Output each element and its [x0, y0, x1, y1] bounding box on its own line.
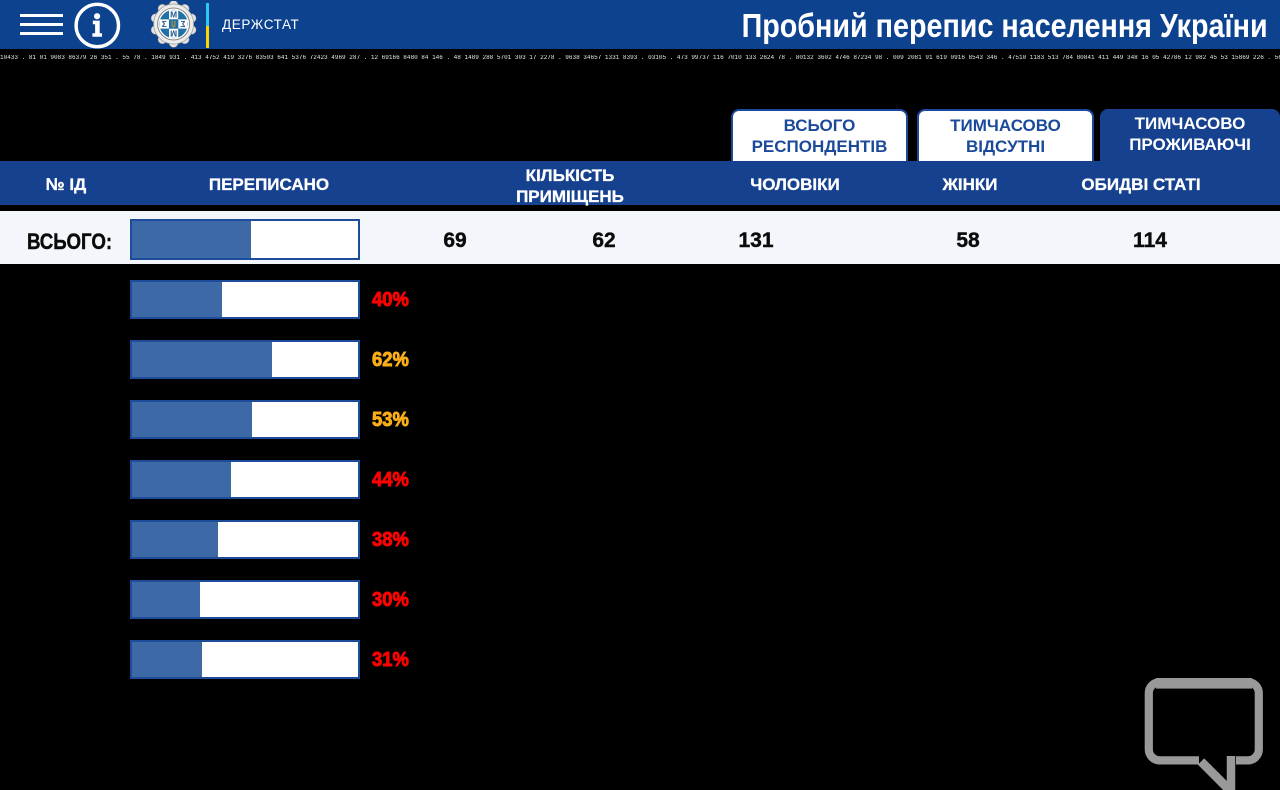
svg-text:М: М — [170, 28, 177, 38]
svg-text:М: М — [170, 10, 177, 20]
svg-text:Σ: Σ — [180, 19, 185, 29]
svg-text:Σ: Σ — [162, 19, 167, 29]
